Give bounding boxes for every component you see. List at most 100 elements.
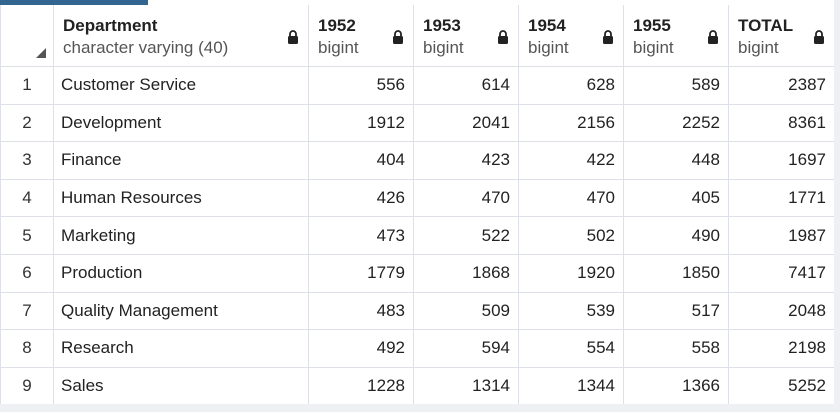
cell-total[interactable]: 1987 (728, 216, 835, 255)
cell-total[interactable]: 2048 (728, 291, 835, 331)
data-output-table: Department character varying (40) 1952 b… (0, 5, 835, 406)
cell-department[interactable]: Research (53, 329, 309, 368)
column-type: bigint (423, 38, 464, 57)
lock-icon (603, 30, 613, 44)
cell-1952[interactable]: 404 (308, 141, 414, 180)
cell-1953[interactable]: 1314 (413, 366, 519, 406)
cell-1955[interactable]: 2252 (623, 103, 729, 143)
cell-1954[interactable]: 502 (518, 216, 624, 255)
cell-department[interactable]: Development (53, 103, 309, 143)
column-type: bigint (738, 38, 779, 57)
select-all-triangle-icon[interactable] (36, 48, 46, 58)
cell-1954[interactable]: 422 (518, 141, 624, 180)
cell-1953[interactable]: 509 (413, 291, 519, 331)
row-number[interactable]: 5 (0, 216, 54, 255)
column-type: bigint (633, 38, 674, 57)
column-name: TOTAL (738, 16, 794, 35)
row-number[interactable]: 2 (0, 103, 54, 143)
cell-1953[interactable]: 614 (413, 66, 519, 105)
lock-icon (393, 30, 403, 44)
cell-total[interactable]: 1697 (728, 141, 835, 180)
cell-total[interactable]: 7417 (728, 253, 835, 293)
cell-1952[interactable]: 556 (308, 66, 414, 105)
cell-1952[interactable]: 426 (308, 178, 414, 218)
column-header-department[interactable]: Department character varying (40) (53, 5, 309, 67)
row-number[interactable]: 3 (0, 141, 54, 180)
column-header-1954[interactable]: 1954 bigint (518, 5, 624, 67)
cell-1954[interactable]: 2156 (518, 103, 624, 143)
cell-total[interactable]: 2198 (728, 329, 835, 368)
cell-1955[interactable]: 1850 (623, 253, 729, 293)
cell-1955[interactable]: 448 (623, 141, 729, 180)
table-row[interactable]: 8 Research 492 594 554 558 2198 (0, 329, 835, 368)
table-row[interactable]: 1 Customer Service 556 614 628 589 2387 (0, 66, 835, 105)
column-header-1953[interactable]: 1953 bigint (413, 5, 519, 67)
table-row[interactable]: 3 Finance 404 423 422 448 1697 (0, 141, 835, 180)
cell-total[interactable]: 8361 (728, 103, 835, 143)
cell-1955[interactable]: 558 (623, 329, 729, 368)
column-name: Department (63, 16, 158, 35)
vertical-scroll-track[interactable] (834, 0, 840, 412)
cell-1954[interactable]: 1344 (518, 366, 624, 406)
cell-1954[interactable]: 1920 (518, 253, 624, 293)
lock-icon (498, 30, 508, 44)
lock-icon (708, 30, 718, 44)
cell-1952[interactable]: 1228 (308, 366, 414, 406)
row-number[interactable]: 7 (0, 291, 54, 331)
cell-1955[interactable]: 517 (623, 291, 729, 331)
horizontal-scroll-track[interactable] (0, 404, 840, 412)
cell-1953[interactable]: 594 (413, 329, 519, 368)
cell-1953[interactable]: 522 (413, 216, 519, 255)
cell-1953[interactable]: 470 (413, 178, 519, 218)
cell-department[interactable]: Human Resources (53, 178, 309, 218)
column-type: character varying (40) (63, 38, 229, 57)
column-name: 1955 (633, 16, 671, 35)
cell-1952[interactable]: 483 (308, 291, 414, 331)
column-header-1955[interactable]: 1955 bigint (623, 5, 729, 67)
lock-icon (814, 30, 824, 44)
cell-1952[interactable]: 473 (308, 216, 414, 255)
cell-1953[interactable]: 1868 (413, 253, 519, 293)
column-name: 1952 (318, 16, 356, 35)
cell-1955[interactable]: 589 (623, 66, 729, 105)
lock-icon (288, 30, 298, 44)
row-number[interactable]: 8 (0, 329, 54, 368)
select-all-corner[interactable] (0, 5, 54, 67)
cell-department[interactable]: Customer Service (53, 66, 309, 105)
row-number[interactable]: 6 (0, 253, 54, 293)
row-number[interactable]: 4 (0, 178, 54, 218)
table-row[interactable]: 5 Marketing 473 522 502 490 1987 (0, 216, 835, 255)
column-header-1952[interactable]: 1952 bigint (308, 5, 414, 67)
cell-department[interactable]: Finance (53, 141, 309, 180)
cell-1955[interactable]: 1366 (623, 366, 729, 406)
cell-department[interactable]: Quality Management (53, 291, 309, 331)
column-type: bigint (318, 38, 359, 57)
cell-department[interactable]: Sales (53, 366, 309, 406)
row-number[interactable]: 1 (0, 66, 54, 105)
column-name: 1953 (423, 16, 461, 35)
cell-department[interactable]: Production (53, 253, 309, 293)
cell-total[interactable]: 1771 (728, 178, 835, 218)
cell-1955[interactable]: 405 (623, 178, 729, 218)
cell-1953[interactable]: 2041 (413, 103, 519, 143)
cell-total[interactable]: 5252 (728, 366, 835, 406)
cell-1953[interactable]: 423 (413, 141, 519, 180)
cell-total[interactable]: 2387 (728, 66, 835, 105)
cell-1954[interactable]: 539 (518, 291, 624, 331)
cell-1955[interactable]: 490 (623, 216, 729, 255)
cell-1954[interactable]: 554 (518, 329, 624, 368)
table-row[interactable]: 9 Sales 1228 1314 1344 1366 5252 (0, 366, 835, 406)
cell-1952[interactable]: 1912 (308, 103, 414, 143)
cell-department[interactable]: Marketing (53, 216, 309, 255)
cell-1954[interactable]: 628 (518, 66, 624, 105)
cell-1952[interactable]: 1779 (308, 253, 414, 293)
table-row[interactable]: 7 Quality Management 483 509 539 517 204… (0, 291, 835, 331)
row-number[interactable]: 9 (0, 366, 54, 406)
cell-1952[interactable]: 492 (308, 329, 414, 368)
cell-1954[interactable]: 470 (518, 178, 624, 218)
column-header-total[interactable]: TOTAL bigint (728, 5, 835, 67)
table-row[interactable]: 4 Human Resources 426 470 470 405 1771 (0, 178, 835, 218)
table-row[interactable]: 2 Development 1912 2041 2156 2252 8361 (0, 103, 835, 143)
table-row[interactable]: 6 Production 1779 1868 1920 1850 7417 (0, 253, 835, 293)
